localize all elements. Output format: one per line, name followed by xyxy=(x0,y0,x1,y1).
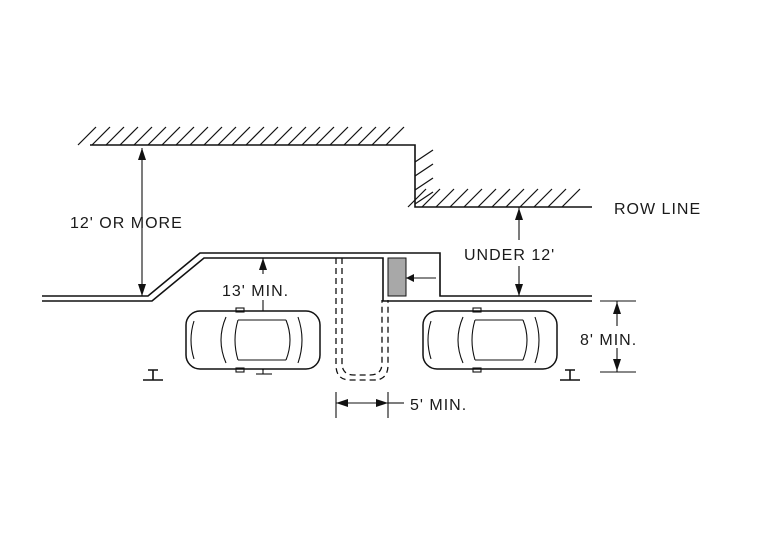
hatch-mark xyxy=(435,188,455,208)
hatch-mark xyxy=(231,126,251,146)
hatch-mark xyxy=(119,126,139,146)
hatch-mark xyxy=(77,126,97,146)
hatch-mark xyxy=(301,126,321,146)
hatch-mark xyxy=(133,126,153,146)
driveway-dashed xyxy=(335,258,389,381)
curb-lines xyxy=(42,252,592,302)
wheel-stop-left-icon xyxy=(143,369,163,381)
hatch-mark xyxy=(91,126,111,146)
wheel-stop-right-icon xyxy=(560,369,580,381)
hatch-mark xyxy=(189,126,209,146)
hatch-mark xyxy=(147,126,167,146)
hatch-mark xyxy=(547,188,567,208)
car-right-icon xyxy=(422,307,558,373)
hatch-mark xyxy=(407,188,427,208)
hatch-mark xyxy=(273,126,293,146)
hatch-mark xyxy=(477,188,497,208)
hatch-mark xyxy=(519,188,539,208)
car-left-icon xyxy=(185,307,321,373)
hatch-mark xyxy=(245,126,265,146)
hatch-mark xyxy=(449,188,469,208)
dim-12-or-more xyxy=(138,148,146,296)
hatch-mark xyxy=(287,126,307,146)
label-13-min: 13' MIN. xyxy=(222,283,289,300)
hatch-mark xyxy=(533,188,553,208)
dim-5-min xyxy=(335,392,404,418)
hatch-mark xyxy=(421,188,441,208)
hatch-mark xyxy=(175,126,195,146)
hatch-mark xyxy=(505,188,525,208)
dim-8-min xyxy=(600,300,636,373)
hatch-mark xyxy=(217,126,237,146)
hatch-mark xyxy=(414,177,434,191)
hatch-mark xyxy=(414,191,434,205)
hatch-mark xyxy=(105,126,125,146)
hatch-mark xyxy=(259,126,279,146)
label-under-12: UNDER 12' xyxy=(464,247,555,264)
hatch-mark xyxy=(203,126,223,146)
label-row-line: ROW LINE xyxy=(614,201,701,218)
hatch-mark xyxy=(414,149,434,163)
label-12-or-more: 12' OR MORE xyxy=(70,215,183,232)
hatch-mark xyxy=(463,188,483,208)
hatch-mark xyxy=(343,126,363,146)
hatch-mark xyxy=(385,126,405,146)
hatch-mark xyxy=(561,188,581,208)
label-5-min: 5' MIN. xyxy=(410,397,467,414)
hatch-mark xyxy=(371,126,391,146)
hatch-mark xyxy=(161,126,181,146)
hatch-mark xyxy=(357,126,377,146)
hatch-mark xyxy=(315,126,335,146)
row-line-hatched xyxy=(77,126,592,208)
hatch-mark xyxy=(491,188,511,208)
dim-under-12 xyxy=(515,207,523,296)
bollard-block-icon xyxy=(387,257,436,297)
hatch-marks xyxy=(77,126,581,208)
hatch-mark xyxy=(414,163,434,177)
label-8-min: 8' MIN. xyxy=(580,332,637,349)
hatch-mark xyxy=(329,126,349,146)
